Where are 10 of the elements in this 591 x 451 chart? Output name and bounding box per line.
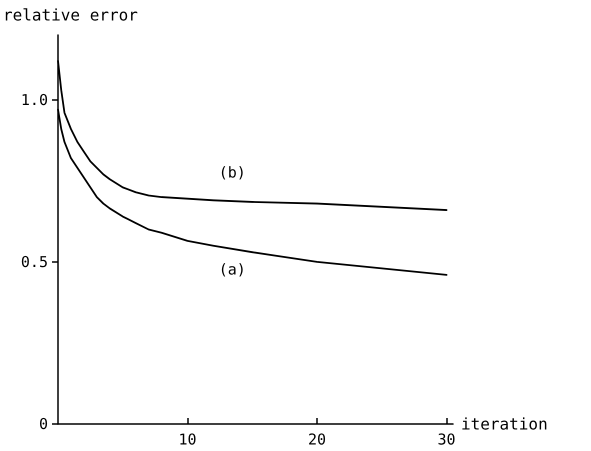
y-tick-label: 1.0 <box>20 90 48 109</box>
x-axis-title: iteration <box>461 414 548 434</box>
series-label: (b) <box>218 163 246 182</box>
series-label: (a) <box>218 260 246 279</box>
x-tick-label: 10 <box>178 430 197 448</box>
x-tick-label: 20 <box>308 430 326 448</box>
y-axis-title: relative error <box>3 6 138 24</box>
x-tick-label: 30 <box>437 430 456 448</box>
y-tick-label: 0.5 <box>20 252 48 271</box>
y-tick-label: 0 <box>38 415 48 433</box>
